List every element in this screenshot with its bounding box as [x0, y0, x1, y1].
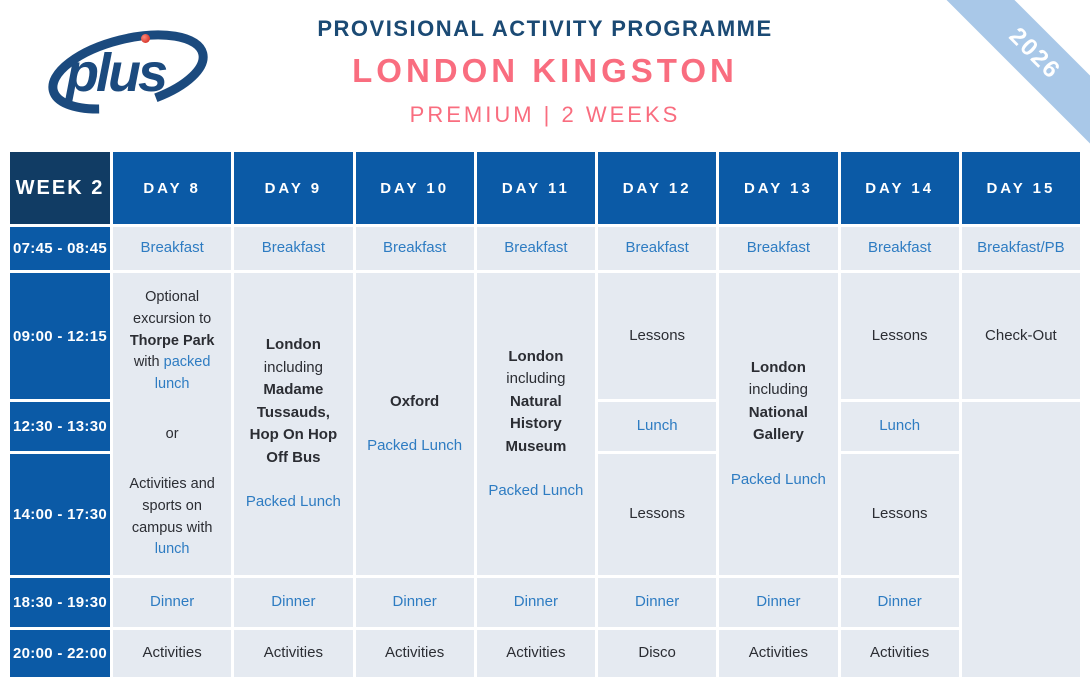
cell-day15-checkout: Check-Out — [961, 273, 1080, 399]
cell-evening-day11: Activities — [476, 630, 595, 677]
cell-day15-empty — [961, 402, 1080, 677]
cell-day12-lessons-am: Lessons — [598, 273, 717, 399]
day-header-14: DAY 14 — [840, 152, 959, 224]
day-header-9: DAY 9 — [234, 152, 353, 224]
cell-day12-lessons-pm: Lessons — [598, 454, 717, 575]
page-tagline: PREMIUM | 2 WEEKS — [409, 102, 681, 127]
week-header: WEEK 2 — [10, 152, 110, 224]
day13-title: London including National Gallery — [748, 358, 808, 444]
cell-evening-day14: Activities — [840, 630, 959, 677]
logo-text: plus — [66, 43, 168, 103]
cell-breakfast-day10: Breakfast — [355, 227, 474, 270]
cell-day10-oxford: Oxford Packed Lunch — [355, 273, 474, 575]
cell-dinner-day13: Dinner — [719, 578, 838, 627]
cell-day9-london-tussauds: London including Madame Tussauds, Hop On… — [234, 273, 353, 575]
time-label-morning: 09:00 - 12:15 — [10, 273, 110, 399]
cell-day14-lessons-pm: Lessons — [840, 454, 959, 575]
day9-packed-lunch: Packed Lunch — [245, 493, 341, 511]
day9-title: London including Madame Tussauds, Hop On… — [249, 336, 338, 466]
day11-packed-lunch: Packed Lunch — [488, 482, 584, 499]
cell-evening-day10: Activities — [355, 630, 474, 677]
time-label-dinner: 18:30 - 19:30 — [10, 578, 110, 627]
plus-logo: plus — [42, 16, 214, 128]
cell-dinner-day11: Dinner — [476, 578, 595, 627]
page-header: plus PROVISIONAL ACTIVITY PROGRAMME LOND… — [0, 0, 1090, 150]
cell-breakfast-day15: Breakfast/PB — [961, 227, 1080, 270]
time-label-lunch: 12:30 - 13:30 — [10, 402, 110, 451]
cell-day14-lessons-am: Lessons — [840, 273, 959, 399]
day-header-12: DAY 12 — [598, 152, 717, 224]
cell-evening-day9: Activities — [234, 630, 353, 677]
cell-dinner-day8: Dinner — [113, 578, 232, 627]
day-header-15: DAY 15 — [961, 152, 1080, 224]
page-subtitle: LONDON KINGSTON — [352, 52, 738, 89]
cell-evening-day13: Activities — [719, 630, 838, 677]
title-block: PROVISIONAL ACTIVITY PROGRAMME LONDON KI… — [0, 16, 1090, 128]
cell-dinner-day10: Dinner — [355, 578, 474, 627]
time-label-afternoon: 14:00 - 17:30 — [10, 454, 110, 575]
cell-day11-london-nhm: London including Natural History Museum … — [476, 273, 595, 575]
cell-breakfast-day8: Breakfast — [113, 227, 232, 270]
day11-title: London including Natural History Museum — [505, 347, 567, 455]
day10-title: Oxford — [390, 392, 440, 410]
day8-option-1: Optional excursion to Thorpe Park with p… — [129, 289, 215, 392]
cell-dinner-day12: Dinner — [598, 578, 717, 627]
cell-breakfast-day14: Breakfast — [840, 227, 959, 270]
cell-dinner-day14: Dinner — [840, 578, 959, 627]
cell-breakfast-day11: Breakfast — [476, 227, 595, 270]
cell-day12-lunch: Lunch — [598, 402, 717, 451]
cell-breakfast-day9: Breakfast — [234, 227, 353, 270]
cell-day8-excursion: Optional excursion to Thorpe Park with p… — [113, 273, 232, 575]
cell-day14-lunch: Lunch — [840, 402, 959, 451]
day-header-10: DAY 10 — [355, 152, 474, 224]
activity-timetable: WEEK 2 DAY 8 DAY 9 DAY 10 DAY 11 DAY 12 … — [10, 152, 1080, 677]
cell-dinner-day9: Dinner — [234, 578, 353, 627]
day10-packed-lunch: Packed Lunch — [367, 437, 463, 454]
logo-swoosh-icon — [48, 30, 208, 114]
time-label-evening: 20:00 - 22:00 — [10, 630, 110, 677]
day8-or: or — [165, 426, 179, 442]
cell-breakfast-day13: Breakfast — [719, 227, 838, 270]
logo-dot-icon — [141, 34, 150, 43]
day-header-11: DAY 11 — [476, 152, 595, 224]
day-header-13: DAY 13 — [719, 152, 838, 224]
day8-option-2: Activities and sports on campus with lun… — [129, 476, 215, 558]
day13-packed-lunch: Packed Lunch — [730, 470, 826, 488]
cell-day13-london-gallery: London including National Gallery Packed… — [719, 273, 838, 575]
day-header-8: DAY 8 — [113, 152, 232, 224]
cell-evening-day12: Disco — [598, 630, 717, 677]
page-title: PROVISIONAL ACTIVITY PROGRAMME — [317, 16, 773, 41]
time-label-breakfast: 07:45 - 08:45 — [10, 227, 110, 270]
cell-breakfast-day12: Breakfast — [598, 227, 717, 270]
cell-evening-day8: Activities — [113, 630, 232, 677]
